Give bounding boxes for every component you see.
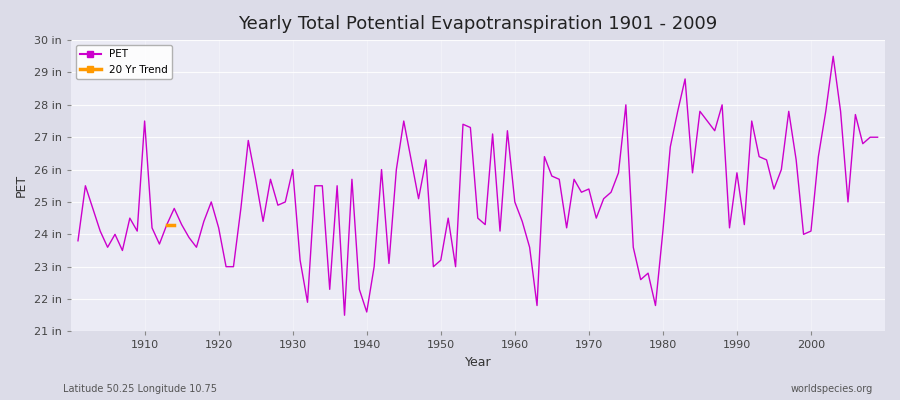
Text: worldspecies.org: worldspecies.org [791,384,873,394]
Text: Latitude 50.25 Longitude 10.75: Latitude 50.25 Longitude 10.75 [63,384,217,394]
X-axis label: Year: Year [464,356,491,369]
Y-axis label: PET: PET [15,174,28,197]
Legend: PET, 20 Yr Trend: PET, 20 Yr Trend [76,45,172,79]
Title: Yearly Total Potential Evapotranspiration 1901 - 2009: Yearly Total Potential Evapotranspiratio… [238,15,717,33]
